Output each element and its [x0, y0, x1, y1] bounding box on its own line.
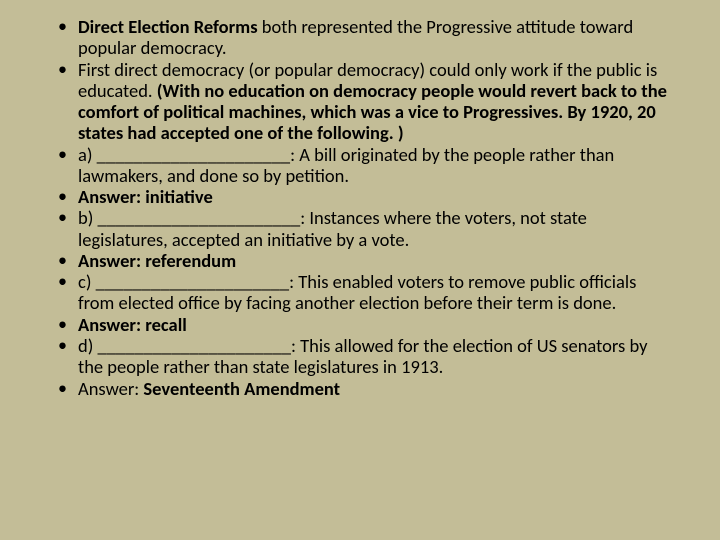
text-run: Answer: initiative	[78, 185, 213, 208]
bullet-item: First direct democracy (or popular democ…	[50, 59, 670, 144]
bullet-item: c) _____________________: This enabled v…	[50, 271, 670, 314]
text-run: Answer:	[78, 377, 143, 400]
bullet-item: Direct Election Reforms both represented…	[50, 16, 670, 59]
bullet-item: Answer: referendum	[50, 250, 670, 271]
bullet-item: Answer: Seventeenth Amendment	[50, 378, 670, 399]
bullet-item: d) _____________________: This allowed f…	[50, 335, 670, 378]
text-run: d) _____________________:	[78, 334, 300, 357]
text-run: Seventeenth Amendment	[143, 377, 340, 400]
text-run: Answer: referendum	[78, 249, 236, 272]
text-run: a) _____________________:	[78, 143, 299, 166]
text-run: c) _____________________:	[78, 270, 298, 293]
text-run: Direct Election Reforms	[78, 15, 262, 38]
text-run: (With no education on democracy people w…	[78, 79, 667, 145]
bullet-item: a) _____________________: A bill origina…	[50, 144, 670, 187]
bullet-item: Answer: recall	[50, 314, 670, 335]
bullet-item: Answer: initiative	[50, 186, 670, 207]
bullet-item: b) ______________________: Instances whe…	[50, 207, 670, 250]
bullet-list: Direct Election Reforms both represented…	[50, 16, 670, 399]
text-run: Answer: recall	[78, 313, 187, 336]
text-run: b) ______________________:	[78, 206, 309, 229]
